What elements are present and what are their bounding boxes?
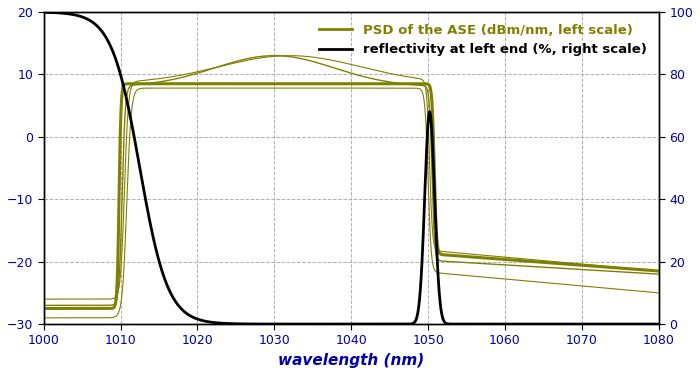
Legend: PSD of the ASE (dBm/nm, left scale), reflectivity at left end (%, right scale): PSD of the ASE (dBm/nm, left scale), ref… xyxy=(314,18,652,62)
X-axis label: wavelength (nm): wavelength (nm) xyxy=(278,353,424,368)
